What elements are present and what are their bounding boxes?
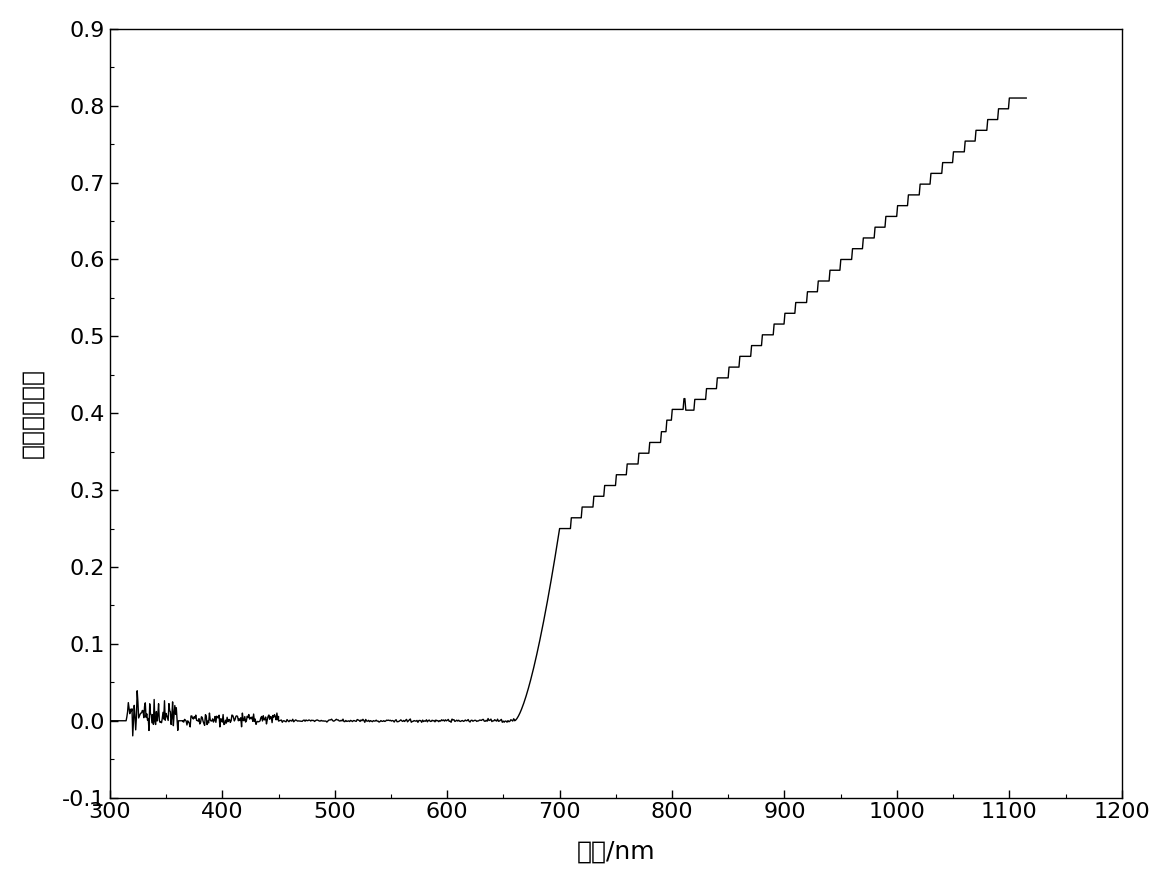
Y-axis label: 反射率（％）: 反射率（％）	[21, 369, 44, 458]
X-axis label: 波长/nm: 波长/nm	[576, 839, 655, 863]
